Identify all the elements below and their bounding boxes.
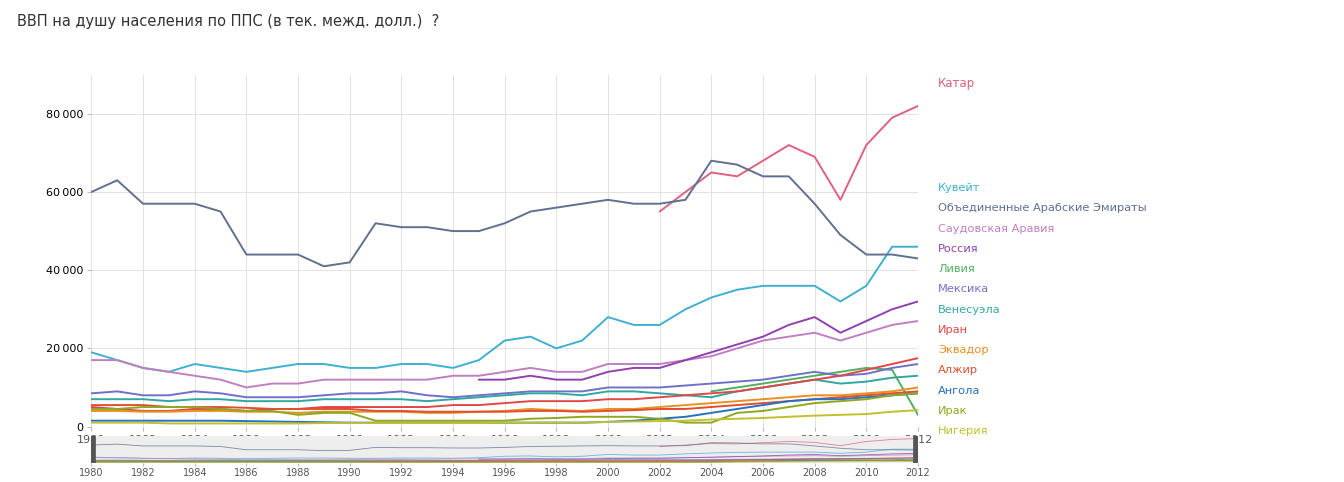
Text: ВВП на душу населения по ППС (в тек. межд. долл.)  ?: ВВП на душу населения по ППС (в тек. меж…	[17, 14, 439, 29]
Text: Мексика: Мексика	[938, 284, 989, 295]
Text: Ангола: Ангола	[938, 386, 981, 396]
Text: Нигерия: Нигерия	[938, 426, 989, 436]
Text: Ирак: Ирак	[938, 406, 968, 416]
Text: Объединенные Арабские Эмираты: Объединенные Арабские Эмираты	[938, 203, 1146, 214]
Text: Иран: Иран	[938, 325, 968, 335]
Text: Алжир: Алжир	[938, 365, 978, 375]
Text: Ливия: Ливия	[938, 264, 974, 274]
Text: Россия: Россия	[938, 244, 978, 254]
Text: Катар: Катар	[938, 77, 976, 90]
Text: Эквадор: Эквадор	[938, 345, 989, 355]
Text: Саудовская Аравия: Саудовская Аравия	[938, 224, 1055, 234]
Text: Кувейт: Кувейт	[938, 183, 981, 193]
Text: Венесуэла: Венесуэла	[938, 305, 1001, 315]
